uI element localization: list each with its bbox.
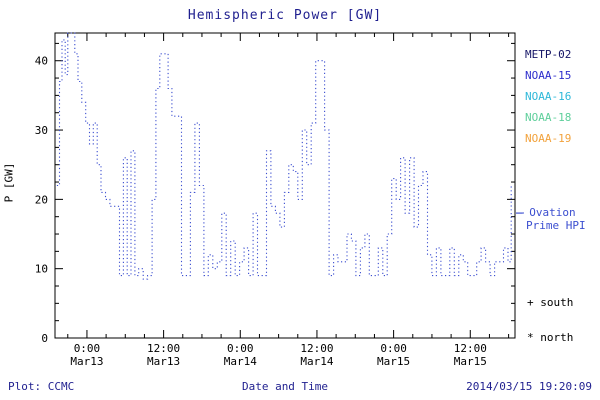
- legend-item-noaa-15: NOAA-15: [525, 69, 572, 82]
- x-tick-time: 0:00: [227, 342, 254, 355]
- x-tick-date: Mar14: [300, 355, 333, 368]
- legend-item-noaa-16: NOAA-16: [525, 90, 572, 103]
- axis-box: [54, 32, 516, 339]
- x-tick-time: 12:00: [147, 342, 180, 355]
- x-tick-date: Mar13: [147, 355, 180, 368]
- x-tick-time: 12:00: [300, 342, 333, 355]
- x-axis-label: Date and Time: [241, 380, 329, 393]
- y-tick-label: 0: [41, 332, 48, 345]
- series-legend-line2: Prime HPI: [526, 219, 586, 232]
- x-tick-date: Mar15: [454, 355, 487, 368]
- x-tick-time: 0:00: [74, 342, 101, 355]
- south-symbol-label: + south: [527, 296, 574, 309]
- y-tick-label: 40: [35, 55, 48, 68]
- north-symbol-label: * north: [527, 331, 574, 344]
- satellite-legend: METP-02 NOAA-15 NOAA-16 NOAA-18 NOAA-19: [525, 44, 571, 149]
- legend-item-metp-02: METP-02: [525, 48, 572, 61]
- chart-title: Hemispheric Power [GW]: [187, 8, 383, 23]
- series-legend-line1: – Ovation: [516, 206, 576, 219]
- x-tick-date: Mar15: [377, 355, 410, 368]
- y-tick-label: 10: [35, 263, 48, 276]
- series-legend: – Ovation Prime HPI: [516, 206, 586, 232]
- x-tick-time: 0:00: [380, 342, 407, 355]
- x-tick-date: Mar13: [70, 355, 103, 368]
- x-tick-date: Mar14: [224, 355, 257, 368]
- data-series-line: [56, 32, 512, 280]
- legend-item-noaa-18: NOAA-18: [525, 111, 572, 124]
- timestamp: 2014/03/15 19:20:09: [466, 380, 592, 393]
- y-tick-label: 30: [35, 124, 48, 137]
- legend-item-noaa-19: NOAA-19: [525, 132, 572, 145]
- plot-credit: Plot: CCMC: [8, 380, 75, 393]
- y-tick-label: 20: [35, 193, 48, 206]
- x-tick-time: 12:00: [454, 342, 487, 355]
